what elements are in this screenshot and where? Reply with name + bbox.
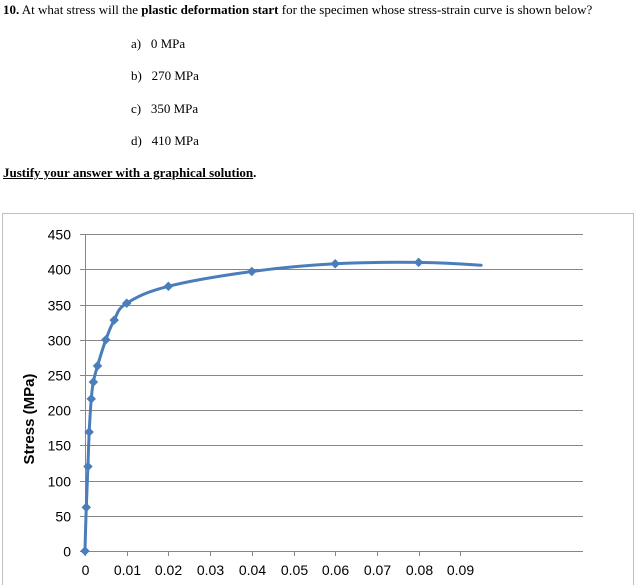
instruction-tail: . <box>253 165 257 180</box>
option-c: c) 350 MPa <box>131 101 198 117</box>
y-tick-label: 350 <box>48 298 72 314</box>
data-point-marker <box>330 258 341 269</box>
y-tick-label: 250 <box>48 368 72 384</box>
x-tick-label: 0.05 <box>281 562 308 578</box>
chart-frame <box>2 213 634 585</box>
option-b-text: 270 MPa <box>151 68 199 83</box>
option-a-letter: a) <box>131 36 142 51</box>
x-tick-label: 0.02 <box>155 562 182 578</box>
y-tick-label: 150 <box>48 438 72 454</box>
option-b-letter: b) <box>131 68 142 83</box>
gridlines <box>80 234 583 517</box>
question-number: 10. <box>3 2 20 17</box>
series-line <box>83 260 483 553</box>
option-a-text: 0 MPa <box>150 36 186 51</box>
data-point-marker <box>92 360 103 371</box>
data-point-marker <box>80 546 90 556</box>
data-point-marker <box>83 461 93 472</box>
y-tick-label: 100 <box>48 474 72 490</box>
instruction-underlined: Justify your answer with a graphical sol… <box>3 165 254 180</box>
data-point-marker <box>88 377 99 387</box>
question-text-part-b: for the specimen whose stress-strain cur… <box>278 2 593 17</box>
option-c-text: 350 MPa <box>150 101 199 116</box>
question-emphasis: plastic deformation start <box>141 2 279 17</box>
x-tick-label: 0 <box>82 562 90 578</box>
y-tick-label: 0 <box>63 544 71 560</box>
y-axis-label: Stress (MPa) <box>21 374 38 465</box>
data-point-marker <box>84 427 95 437</box>
data-point-marker <box>163 281 174 292</box>
data-point-marker <box>86 394 97 404</box>
series-stress-strain <box>80 257 483 556</box>
data-point-marker <box>246 266 257 277</box>
option-d-text: 410 MPa <box>151 133 199 148</box>
y-tick-label: 50 <box>55 509 71 525</box>
x-tick-label: 0.08 <box>406 562 433 578</box>
tick-labels: 0 50 100 150 200 250 300 350 400 450 0 0.01 0.02 0.03… <box>48 227 475 579</box>
data-point-marker <box>413 257 424 268</box>
x-tick-label: 0.01 <box>114 562 141 578</box>
x-tick-label: 0.04 <box>239 562 266 578</box>
data-point-marker <box>109 315 120 325</box>
option-d: d) 410 MPa <box>131 133 199 149</box>
y-tick-label: 400 <box>48 262 72 278</box>
x-tick-label: 0.03 <box>197 562 224 578</box>
question-text-part-a: At what stress will the <box>19 2 142 17</box>
option-a: a) 0 MPa <box>131 36 185 52</box>
option-b: b) 270 MPa <box>131 68 199 84</box>
instruction-text: Justify your answer with a graphical sol… <box>3 165 256 180</box>
option-d-letter: d) <box>131 133 142 148</box>
x-tick-label: 0.09 <box>447 562 474 578</box>
x-tick-label: 0.06 <box>322 562 349 578</box>
option-c-letter: c) <box>131 101 142 116</box>
data-point-marker <box>121 298 132 309</box>
axes <box>80 234 583 556</box>
data-point-marker <box>81 502 92 513</box>
x-tick-label: 0.07 <box>364 562 391 578</box>
y-tick-label: 450 <box>48 227 72 243</box>
y-tick-label: 300 <box>48 333 72 349</box>
y-tick-label: 200 <box>48 403 72 419</box>
data-point-marker <box>100 334 111 345</box>
question-text: 10. At what stress will the plastic defo… <box>3 2 631 17</box>
